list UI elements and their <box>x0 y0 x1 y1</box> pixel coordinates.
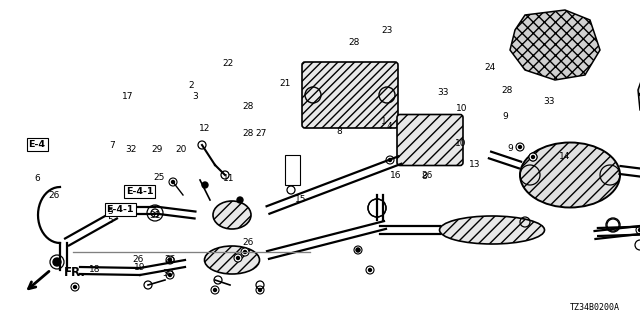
Circle shape <box>516 143 524 151</box>
Text: 15: 15 <box>295 195 307 204</box>
Circle shape <box>243 251 246 253</box>
Circle shape <box>369 268 371 271</box>
Text: 28: 28 <box>243 129 254 138</box>
Circle shape <box>169 178 177 186</box>
Circle shape <box>211 286 219 294</box>
Text: 3: 3 <box>193 92 198 100</box>
Circle shape <box>354 246 362 254</box>
Circle shape <box>237 257 239 260</box>
Text: 14: 14 <box>559 152 571 161</box>
Text: 20: 20 <box>175 145 187 154</box>
Text: 12: 12 <box>199 124 211 132</box>
Text: 24: 24 <box>484 63 495 72</box>
Text: 28: 28 <box>348 38 360 47</box>
Text: 16: 16 <box>390 171 401 180</box>
Text: 17: 17 <box>122 92 134 101</box>
Circle shape <box>518 146 522 148</box>
Text: E-4-1: E-4-1 <box>126 187 153 196</box>
Circle shape <box>168 259 172 261</box>
Text: 6: 6 <box>35 174 40 183</box>
Text: 19: 19 <box>134 263 145 272</box>
Text: 5: 5 <box>108 216 113 225</box>
Text: 32: 32 <box>125 145 137 154</box>
Circle shape <box>71 283 79 291</box>
Circle shape <box>388 158 392 162</box>
Circle shape <box>356 249 360 252</box>
Polygon shape <box>510 10 600 80</box>
Text: E-4: E-4 <box>29 140 45 149</box>
Circle shape <box>259 289 262 292</box>
Polygon shape <box>638 60 640 130</box>
Text: 33: 33 <box>543 97 555 106</box>
Circle shape <box>529 153 537 161</box>
Text: 23: 23 <box>381 26 393 35</box>
Circle shape <box>531 156 534 158</box>
Text: 4: 4 <box>387 122 392 131</box>
Text: 30: 30 <box>163 269 174 278</box>
Ellipse shape <box>520 142 620 207</box>
Circle shape <box>172 180 175 183</box>
Text: 2: 2 <box>188 81 193 90</box>
Text: 27: 27 <box>255 129 267 138</box>
Circle shape <box>166 271 174 279</box>
Circle shape <box>256 286 264 294</box>
Text: 18: 18 <box>89 265 100 274</box>
Circle shape <box>636 226 640 234</box>
Text: 9: 9 <box>508 144 513 153</box>
Circle shape <box>234 254 242 262</box>
Ellipse shape <box>440 216 545 244</box>
Text: 29: 29 <box>151 145 163 154</box>
Text: 26: 26 <box>164 255 175 264</box>
Text: 7: 7 <box>109 141 115 150</box>
Text: 22: 22 <box>223 59 234 68</box>
Text: TZ34B0200A: TZ34B0200A <box>570 303 620 312</box>
Text: 28: 28 <box>501 86 513 95</box>
Circle shape <box>241 248 249 256</box>
Text: 8: 8 <box>337 127 342 136</box>
Text: 25: 25 <box>153 173 164 182</box>
Text: 10: 10 <box>455 139 467 148</box>
Ellipse shape <box>213 201 251 229</box>
Circle shape <box>74 285 77 289</box>
Text: 8: 8 <box>422 172 427 181</box>
Text: 33: 33 <box>437 88 449 97</box>
Text: 10: 10 <box>456 104 468 113</box>
Text: 26: 26 <box>132 255 143 264</box>
Text: 26: 26 <box>243 238 254 247</box>
Text: 31: 31 <box>150 211 161 220</box>
Circle shape <box>202 182 208 188</box>
Text: 13: 13 <box>469 160 481 169</box>
Text: FR.: FR. <box>64 266 86 279</box>
Text: 1: 1 <box>381 117 387 126</box>
Text: 21: 21 <box>279 79 291 88</box>
Circle shape <box>166 256 174 264</box>
Circle shape <box>639 228 640 231</box>
Text: 26: 26 <box>49 191 60 200</box>
Circle shape <box>366 266 374 274</box>
Circle shape <box>53 258 61 266</box>
Circle shape <box>531 156 534 158</box>
FancyBboxPatch shape <box>397 115 463 165</box>
Bar <box>285 155 300 185</box>
Circle shape <box>386 156 394 164</box>
Circle shape <box>356 248 360 252</box>
Circle shape <box>237 197 243 203</box>
FancyBboxPatch shape <box>302 62 398 128</box>
Circle shape <box>168 274 172 276</box>
Text: 26: 26 <box>422 171 433 180</box>
Text: E-4-1: E-4-1 <box>107 205 134 214</box>
Text: 28: 28 <box>243 102 254 111</box>
Circle shape <box>529 153 537 161</box>
Text: 5: 5 <box>108 207 113 216</box>
Circle shape <box>214 289 216 292</box>
Text: 11: 11 <box>223 174 235 183</box>
Text: 9: 9 <box>503 112 508 121</box>
Ellipse shape <box>205 246 259 274</box>
